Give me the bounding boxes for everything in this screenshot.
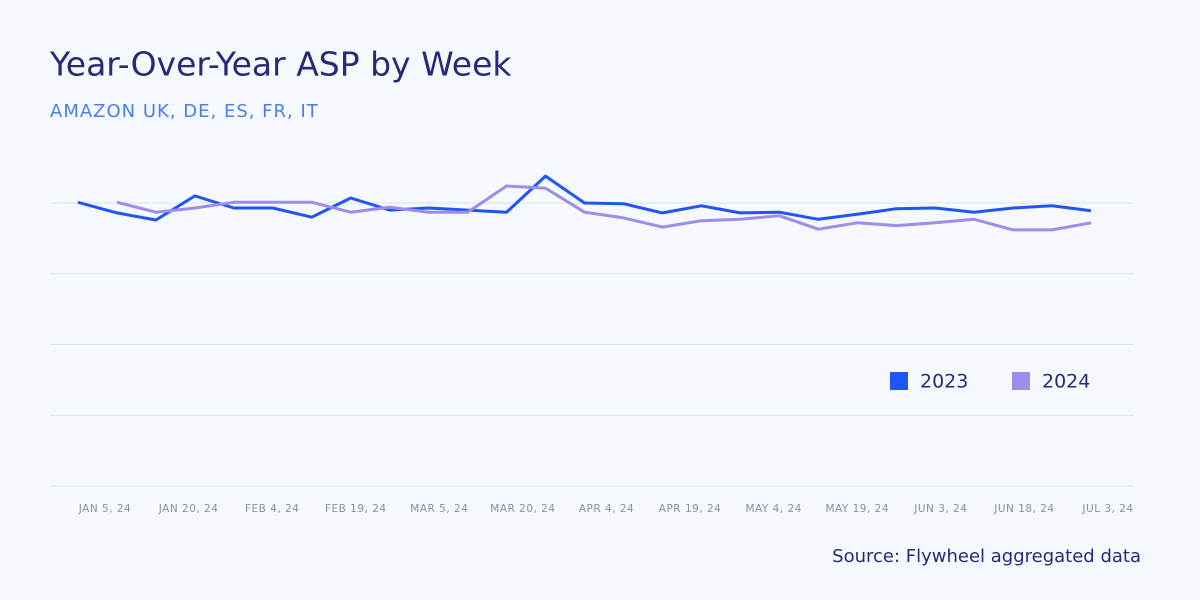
x-tick-label: MAR 5, 24 [410,503,468,515]
chart-subtitle: AMAZON UK, DE, ES, FR, IT [50,101,319,122]
legend-label: 2024 [1042,371,1090,393]
series-line [116,184,1092,232]
x-tick-label: MAY 4, 24 [745,503,801,515]
chart-title: Year-Over-Year ASP by Week [49,45,512,84]
series-line [77,174,1092,222]
x-tick-label: JUL 3, 24 [1081,503,1133,515]
x-tick-label: FEB 4, 24 [245,503,299,515]
x-tick-label: JAN 5, 24 [78,503,132,515]
x-tick-label: JUN 18, 24 [993,503,1054,515]
x-tick-label: MAY 19, 24 [825,503,889,515]
x-tick-label: JUN 3, 24 [913,503,967,515]
x-tick-label: JAN 20, 24 [158,503,219,515]
source-note: Source: Flywheel aggregated data [832,546,1141,567]
x-tick-label: APR 19, 24 [659,503,722,515]
x-tick-label: MAR 20, 24 [490,503,555,515]
x-tick-label: FEB 19, 24 [325,503,387,515]
x-tick-label: APR 4, 24 [579,503,634,515]
legend-swatch [890,372,908,390]
legend-swatch [1012,372,1030,390]
legend-label: 2023 [920,371,968,393]
